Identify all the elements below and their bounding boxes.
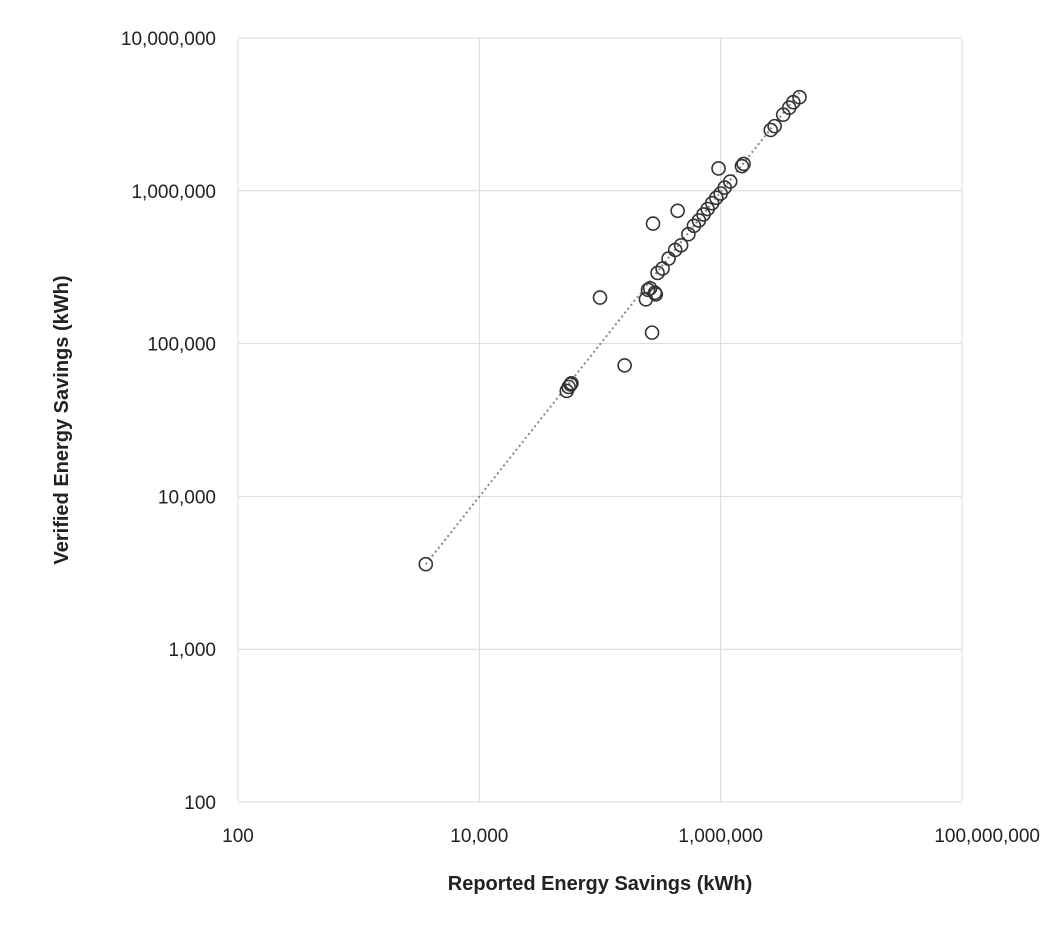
data-point	[736, 156, 751, 172]
data-point	[670, 203, 685, 219]
data-point	[418, 556, 434, 572]
data-point	[644, 325, 660, 340]
data-point	[711, 161, 726, 176]
data-point	[708, 190, 724, 206]
data-point	[617, 358, 632, 373]
y-tick-label: 1,000	[168, 640, 216, 661]
data-point	[734, 158, 750, 174]
data-point	[650, 265, 665, 281]
data-point	[592, 290, 608, 305]
x-tick-label: 10,000	[450, 826, 508, 847]
y-tick-label: 10,000	[158, 487, 216, 508]
data-point	[767, 118, 782, 134]
y-tick-label: 100	[184, 793, 216, 814]
y-tick-label: 1,000,000	[131, 182, 216, 203]
x-axis-title: Reported Energy Savings (kWh)	[448, 873, 753, 895]
data-point	[561, 379, 576, 395]
x-axis-tick-labels: 100 10,000 1,000,000 100,000,000	[222, 826, 1040, 847]
data-point	[792, 89, 807, 105]
data-point	[673, 237, 689, 253]
data-point	[640, 282, 656, 298]
data-point	[686, 218, 702, 234]
data-point	[645, 216, 661, 231]
data-point	[763, 122, 779, 138]
gridlines	[237, 37, 963, 803]
x-tick-label: 1,000,000	[678, 826, 763, 847]
x-tick-label: 100	[222, 826, 254, 847]
y-tick-label: 10,000,000	[121, 29, 216, 50]
data-point	[722, 174, 738, 189]
data-point	[564, 375, 579, 391]
y-axis-tick-labels: 100 1,000 10,000 100,000 1,000,000 10,000,000	[121, 29, 216, 814]
y-tick-label: 100,000	[147, 335, 216, 356]
data-points	[418, 89, 807, 572]
data-point	[648, 287, 664, 302]
y-axis-title: Verified Energy Savings (kWh)	[51, 276, 73, 565]
x-tick-label: 100,000,000	[934, 826, 1040, 847]
